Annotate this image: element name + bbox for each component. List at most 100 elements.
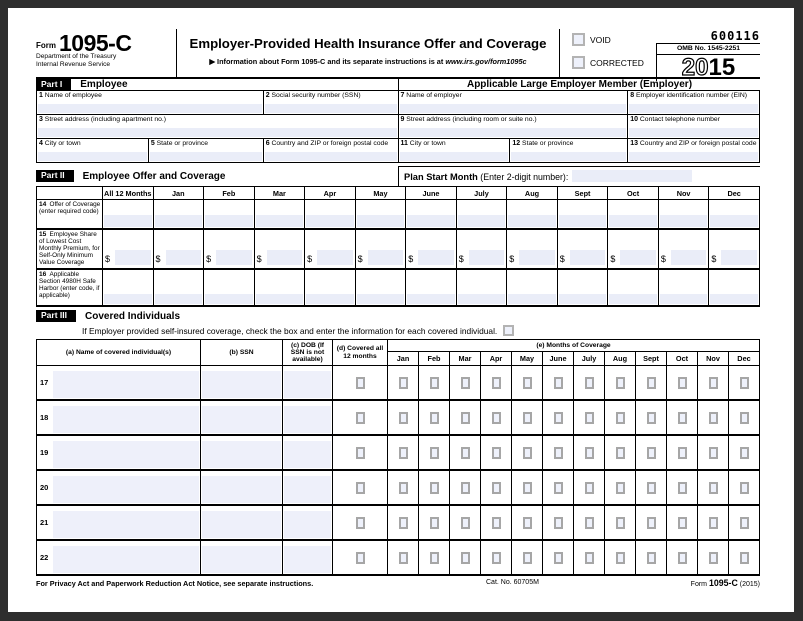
row22-all12-checkbox[interactable]: [355, 551, 365, 564]
row21-aug-checkbox[interactable]: [615, 516, 625, 529]
row20-mar-checkbox[interactable]: [460, 481, 470, 494]
row17-dob-input[interactable]: [284, 371, 331, 398]
row18-dob-input[interactable]: [284, 406, 331, 433]
row15-june-input[interactable]: [418, 250, 454, 265]
field-3-input[interactable]: [38, 128, 397, 137]
row21-dec-checkbox[interactable]: [739, 516, 749, 529]
row21-mar-checkbox[interactable]: [460, 516, 470, 529]
row19-feb-checkbox[interactable]: [429, 446, 439, 459]
row19-all12-checkbox[interactable]: [355, 446, 365, 459]
row19-apr-checkbox[interactable]: [491, 446, 501, 459]
row15-may-input[interactable]: [367, 250, 404, 265]
row20-dec-checkbox[interactable]: [739, 481, 749, 494]
row18-all12-checkbox[interactable]: [355, 411, 365, 424]
row16-july-input[interactable]: [457, 294, 506, 304]
row18-jan-checkbox[interactable]: [398, 411, 408, 424]
row16-june-input[interactable]: [407, 294, 455, 304]
row19-dob-input[interactable]: [284, 441, 331, 468]
row19-dec-checkbox[interactable]: [739, 446, 749, 459]
field-7-input[interactable]: [399, 104, 627, 113]
row15-apr-input[interactable]: [317, 250, 353, 265]
row18-mar-checkbox[interactable]: [460, 411, 470, 424]
row17-aug-checkbox[interactable]: [615, 376, 625, 389]
row19-ssn-input[interactable]: [202, 441, 281, 468]
row22-june-checkbox[interactable]: [553, 551, 563, 564]
row21-feb-checkbox[interactable]: [429, 516, 439, 529]
row17-dec-checkbox[interactable]: [739, 376, 749, 389]
row17-may-checkbox[interactable]: [522, 376, 532, 389]
row22-name-input[interactable]: [53, 546, 199, 573]
row18-name-input[interactable]: [53, 406, 199, 433]
row18-july-checkbox[interactable]: [584, 411, 594, 424]
row22-dec-checkbox[interactable]: [739, 551, 749, 564]
row22-jan-checkbox[interactable]: [398, 551, 408, 564]
row17-july-checkbox[interactable]: [584, 376, 594, 389]
row19-aug-checkbox[interactable]: [615, 446, 625, 459]
row16-mar-input[interactable]: [255, 294, 304, 304]
row20-oct-checkbox[interactable]: [677, 481, 687, 494]
row21-may-checkbox[interactable]: [522, 516, 532, 529]
row14-june-input[interactable]: [407, 215, 455, 227]
row18-apr-checkbox[interactable]: [491, 411, 501, 424]
field-12-input[interactable]: [511, 152, 627, 161]
row16-feb-input[interactable]: [205, 294, 253, 304]
row20-jan-checkbox[interactable]: [398, 481, 408, 494]
row19-oct-checkbox[interactable]: [677, 446, 687, 459]
row14-jan-input[interactable]: [154, 215, 203, 227]
field-8-input[interactable]: [629, 104, 758, 113]
row21-all12-checkbox[interactable]: [355, 516, 365, 529]
row17-oct-checkbox[interactable]: [677, 376, 687, 389]
row18-may-checkbox[interactable]: [522, 411, 532, 424]
row19-june-checkbox[interactable]: [553, 446, 563, 459]
row20-ssn-input[interactable]: [202, 476, 281, 503]
field-10-input[interactable]: [629, 128, 758, 137]
row15-jan-input[interactable]: [165, 250, 202, 265]
row22-apr-checkbox[interactable]: [491, 551, 501, 564]
row17-ssn-input[interactable]: [202, 371, 281, 398]
row20-name-input[interactable]: [53, 476, 199, 503]
row17-june-checkbox[interactable]: [553, 376, 563, 389]
row14-nov-input[interactable]: [659, 215, 708, 227]
row14-sept-input[interactable]: [558, 215, 607, 227]
row20-apr-checkbox[interactable]: [491, 481, 501, 494]
row20-aug-checkbox[interactable]: [615, 481, 625, 494]
row18-nov-checkbox[interactable]: [708, 411, 718, 424]
row16-sept-input[interactable]: [558, 294, 607, 304]
row17-apr-checkbox[interactable]: [491, 376, 501, 389]
row17-mar-checkbox[interactable]: [460, 376, 470, 389]
row16-dec-input[interactable]: [710, 294, 758, 304]
row14-mar-input[interactable]: [255, 215, 304, 227]
row22-ssn-input[interactable]: [202, 546, 281, 573]
row18-oct-checkbox[interactable]: [677, 411, 687, 424]
row21-july-checkbox[interactable]: [584, 516, 594, 529]
row15-dec-input[interactable]: [721, 250, 757, 265]
row14-oct-input[interactable]: [609, 215, 657, 227]
row21-apr-checkbox[interactable]: [491, 516, 501, 529]
row21-ssn-input[interactable]: [202, 511, 281, 538]
field-13-input[interactable]: [629, 152, 758, 161]
row20-dob-input[interactable]: [284, 476, 331, 503]
row19-july-checkbox[interactable]: [584, 446, 594, 459]
row17-jan-checkbox[interactable]: [398, 376, 408, 389]
row18-ssn-input[interactable]: [202, 406, 281, 433]
row22-feb-checkbox[interactable]: [429, 551, 439, 564]
row17-name-input[interactable]: [53, 371, 199, 398]
field-1-input[interactable]: [38, 104, 262, 113]
field-6-input[interactable]: [264, 152, 397, 161]
row19-nov-checkbox[interactable]: [708, 446, 718, 459]
row20-july-checkbox[interactable]: [584, 481, 594, 494]
field-4-input[interactable]: [38, 152, 147, 161]
row14-july-input[interactable]: [457, 215, 506, 227]
row21-jan-checkbox[interactable]: [398, 516, 408, 529]
row17-sept-checkbox[interactable]: [646, 376, 656, 389]
row15-july-input[interactable]: [468, 250, 505, 265]
row14-aug-input[interactable]: [508, 215, 556, 227]
row14-feb-input[interactable]: [205, 215, 253, 227]
row19-name-input[interactable]: [53, 441, 199, 468]
row19-mar-checkbox[interactable]: [460, 446, 470, 459]
row15-all12-input[interactable]: [115, 250, 151, 265]
row17-feb-checkbox[interactable]: [429, 376, 439, 389]
row17-nov-checkbox[interactable]: [708, 376, 718, 389]
field-11-input[interactable]: [399, 152, 509, 161]
row17-all12-checkbox[interactable]: [355, 376, 365, 389]
